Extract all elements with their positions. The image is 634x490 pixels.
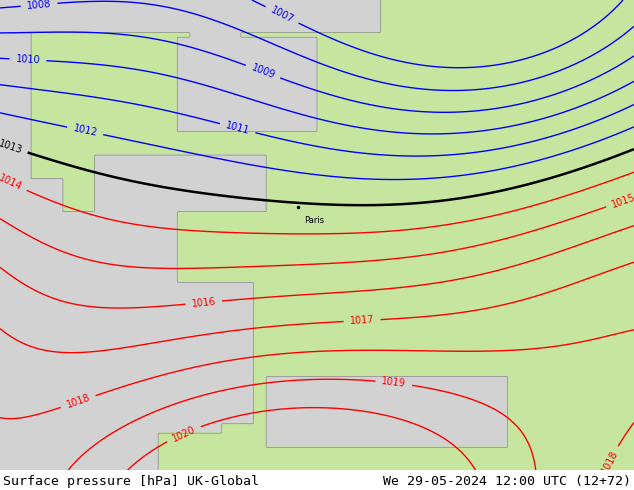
Text: We 29-05-2024 12:00 UTC (12+72): We 29-05-2024 12:00 UTC (12+72) [383, 474, 631, 488]
Text: 1009: 1009 [250, 63, 276, 81]
Text: 1015: 1015 [611, 192, 634, 210]
Text: 1016: 1016 [191, 296, 216, 309]
Text: 1012: 1012 [72, 123, 98, 138]
Text: Paris: Paris [304, 217, 325, 225]
Text: Surface pressure [hPa] UK-Global: Surface pressure [hPa] UK-Global [3, 474, 259, 488]
Text: 1008: 1008 [27, 0, 52, 11]
Text: 1007: 1007 [269, 5, 295, 25]
Text: 1013: 1013 [0, 138, 23, 155]
Text: 1011: 1011 [224, 120, 251, 136]
Text: 1018: 1018 [600, 449, 619, 475]
Text: 1018: 1018 [65, 393, 91, 410]
Text: 1014: 1014 [0, 173, 23, 193]
Text: 1019: 1019 [381, 376, 406, 390]
Text: 1020: 1020 [171, 424, 197, 443]
Text: 1017: 1017 [349, 315, 375, 326]
Text: 1010: 1010 [15, 54, 41, 65]
